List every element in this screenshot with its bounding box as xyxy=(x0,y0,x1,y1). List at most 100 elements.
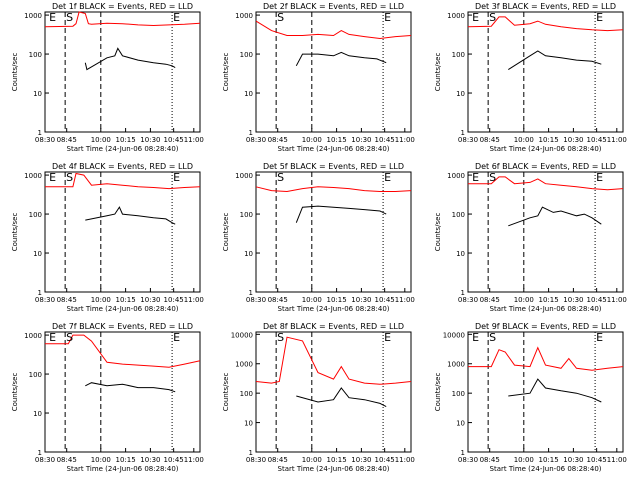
y-tick-label: 100 xyxy=(29,371,42,379)
panel-title: Det 6f BLACK = Events, RED = LLD xyxy=(475,162,616,171)
y-tick-label: 1000 xyxy=(447,12,465,20)
x-tick-label: 08:30 xyxy=(458,296,478,304)
marker-label: E xyxy=(596,171,603,184)
y-axis-label: Counts/sec xyxy=(434,53,442,92)
lld-series-line xyxy=(467,16,624,32)
x-tick-label: 08:45 xyxy=(57,136,77,144)
plot-frame xyxy=(467,171,624,293)
panel-6: Det 6f BLACK = Events, RED = LLD 1 10 100 10… xyxy=(434,162,627,313)
x-tick-label: 10:15 xyxy=(116,296,136,304)
y-axis-label: Counts/sec xyxy=(222,53,230,92)
marker-label: E xyxy=(384,331,391,344)
y-tick-label: 100 xyxy=(452,390,465,398)
x-axis-label: Start Time (24-Jun-06 08:28:40) xyxy=(490,305,602,313)
y-tick-label: 10 xyxy=(456,250,465,258)
x-axis-label: Start Time (24-Jun-06 08:28:40) xyxy=(490,145,602,153)
panel-title: Det 4f BLACK = Events, RED = LLD xyxy=(52,162,193,171)
x-tick-label: 10:15 xyxy=(327,136,347,144)
x-tick-label: 10:45 xyxy=(587,456,607,464)
events-series-line xyxy=(508,378,602,403)
x-axis-label: Start Time (24-Jun-06 08:28:40) xyxy=(278,465,390,473)
x-axis-label: Start Time (24-Jun-06 08:28:40) xyxy=(490,465,602,473)
x-tick-label: 10:30 xyxy=(563,136,583,144)
y-axis-label: Counts/sec xyxy=(434,373,442,412)
marker-label: E xyxy=(173,11,180,24)
x-axis-label: Start Time (24-Jun-06 08:28:40) xyxy=(278,145,390,153)
events-series-line xyxy=(85,206,176,225)
plot-frame xyxy=(44,171,201,293)
events-series-line xyxy=(295,51,387,67)
y-tick-label: 1000 xyxy=(447,361,465,369)
x-tick-label: 10:15 xyxy=(327,296,347,304)
x-tick-label: 10:15 xyxy=(327,456,347,464)
x-tick-label: 08:45 xyxy=(57,296,77,304)
x-tick-label: 10:45 xyxy=(375,456,395,464)
marker-label: S xyxy=(66,11,73,24)
y-tick-label: 1000 xyxy=(24,332,42,340)
x-tick-label: 08:45 xyxy=(480,296,500,304)
marker-label: S xyxy=(489,171,496,184)
events-series-line xyxy=(508,50,602,71)
x-tick-label: 10:45 xyxy=(587,296,607,304)
marker-label: S xyxy=(277,331,284,344)
x-tick-label: 10:45 xyxy=(375,136,395,144)
marker-label: E xyxy=(472,11,479,24)
x-tick-label: 10:30 xyxy=(563,296,583,304)
marker-label: E xyxy=(49,331,56,344)
x-tick-label: 10:45 xyxy=(375,296,395,304)
x-tick-label: 10:30 xyxy=(351,136,371,144)
marker-label: E xyxy=(596,331,603,344)
panel-title: Det 8f BLACK = Events, RED = LLD xyxy=(263,322,404,331)
x-tick-label: 08:30 xyxy=(35,456,55,464)
x-tick-label: 08:45 xyxy=(268,456,288,464)
events-series-line xyxy=(85,382,176,393)
y-tick-label: 10 xyxy=(456,420,465,428)
x-tick-label: 11:00 xyxy=(395,296,415,304)
y-axis-label: Counts/sec xyxy=(11,53,19,92)
lld-series-line xyxy=(45,334,201,368)
x-tick-label: 10:00 xyxy=(91,136,111,144)
x-tick-label: 08:30 xyxy=(246,296,266,304)
x-axis-label: Start Time (24-Jun-06 08:28:40) xyxy=(67,305,179,313)
plot-frame xyxy=(255,331,412,453)
y-tick-label: 1 xyxy=(38,289,42,297)
panel-2: Det 2f BLACK = Events, RED = LLD 1 10 100 10… xyxy=(222,2,415,153)
y-tick-label: 10000 xyxy=(443,331,465,339)
y-tick-label: 100 xyxy=(240,211,253,219)
marker-label: S xyxy=(66,171,73,184)
lld-series-line xyxy=(45,172,201,190)
panel-title: Det 9f BLACK = Events, RED = LLD xyxy=(475,322,616,331)
y-axis-label: Counts/sec xyxy=(11,213,19,252)
y-tick-label: 10 xyxy=(33,90,42,98)
marker-label: S xyxy=(489,11,496,24)
y-tick-label: 10 xyxy=(456,90,465,98)
plot-frame xyxy=(467,11,624,133)
x-tick-label: 10:00 xyxy=(91,456,111,464)
x-axis-label: Start Time (24-Jun-06 08:28:40) xyxy=(67,145,179,153)
x-tick-label: 10:45 xyxy=(164,456,184,464)
x-tick-label: 08:30 xyxy=(35,136,55,144)
lld-series-line xyxy=(468,176,624,191)
y-tick-label: 1 xyxy=(461,289,465,297)
plot-frame xyxy=(255,171,412,293)
y-tick-label: 1 xyxy=(461,449,465,457)
y-tick-label: 10 xyxy=(244,420,253,428)
events-series-line xyxy=(508,206,602,227)
y-axis-label: Counts/sec xyxy=(222,213,230,252)
x-tick-label: 08:45 xyxy=(57,456,77,464)
plot-frame xyxy=(44,331,201,453)
x-tick-label: 10:30 xyxy=(351,296,371,304)
x-axis-label: Start Time (24-Jun-06 08:28:40) xyxy=(278,305,390,313)
panel-3: Det 3f BLACK = Events, RED = LLD 1 10 100 10… xyxy=(434,2,627,153)
plot-frame xyxy=(255,11,412,133)
x-tick-label: 10:30 xyxy=(140,296,160,304)
x-tick-label: 11:00 xyxy=(607,456,627,464)
y-tick-label: 100 xyxy=(240,51,253,59)
y-tick-label: 100 xyxy=(240,390,253,398)
x-tick-label: 08:45 xyxy=(268,296,288,304)
panel-4: Det 4f BLACK = Events, RED = LLD 1 10 100 10… xyxy=(11,162,204,313)
panel-9: Det 9f BLACK = Events, RED = LLD 1 10 100 10… xyxy=(434,322,627,473)
marker-label: E xyxy=(596,11,603,24)
y-axis-label: Counts/sec xyxy=(222,373,230,412)
y-tick-label: 10 xyxy=(244,90,253,98)
